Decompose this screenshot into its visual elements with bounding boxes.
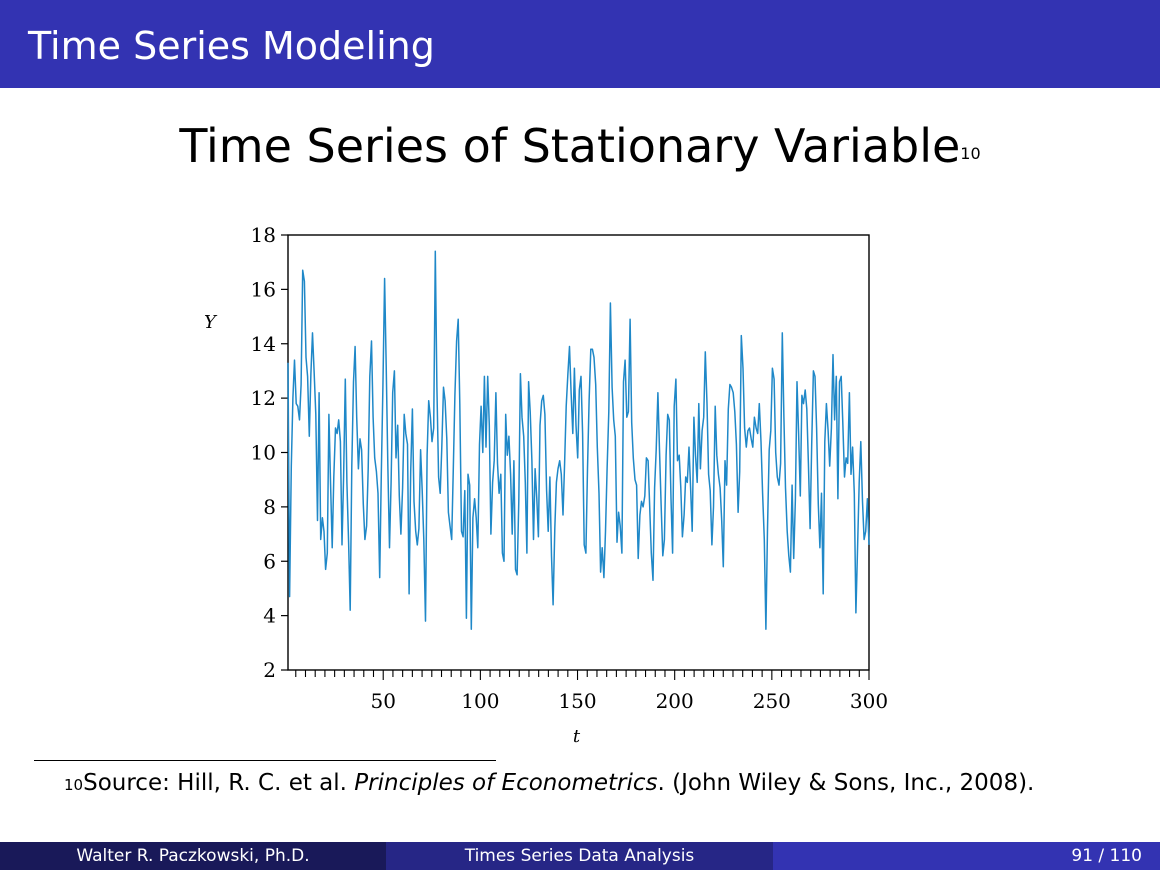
footnote-book-title: Principles of Econometrics	[354, 770, 658, 796]
series-line-0	[287, 250, 870, 630]
x-tick-label: 200	[656, 689, 694, 713]
x-tick-label: 250	[753, 689, 791, 713]
x-tick-label: 300	[850, 689, 888, 713]
footer-bar: Walter R. Paczkowski, Ph.D. Times Series…	[0, 842, 1160, 870]
y-tick-label: 4	[263, 604, 276, 628]
footnote-mark: 10	[64, 776, 84, 794]
footer-title: Times Series Data Analysis	[386, 842, 773, 870]
y-tick-label: 18	[251, 223, 276, 247]
y-tick-label: 14	[251, 332, 276, 356]
y-tick-label: 10	[251, 441, 276, 465]
footnote-suffix: . (John Wiley & Sons, Inc., 2008).	[657, 770, 1035, 796]
frame-title-bar: Time Series Modeling	[0, 0, 1160, 88]
y-tick-label: 8	[263, 495, 276, 519]
y-tick-label: 2	[263, 658, 276, 682]
slide-title-text: Time Series of Stationary Variable	[179, 119, 961, 173]
y-tick-label: 16	[251, 277, 276, 301]
y-axis-label: Y	[204, 312, 218, 333]
x-tick-label: 50	[370, 689, 395, 713]
footer-author: Walter R. Paczkowski, Ph.D.	[0, 842, 386, 870]
x-tick-label: 150	[558, 689, 596, 713]
footnote: 10Source: Hill, R. C. et al. Principles …	[34, 766, 1134, 800]
section-title: Time Series Modeling	[28, 24, 435, 68]
footer-page-number: 91 / 110	[773, 842, 1160, 870]
x-tick-label: 100	[461, 689, 499, 713]
time-series-chart: 2 4 6 8 10 12 14 16 18 50 100 150 200 250 300 Yt	[204, 223, 888, 747]
footnote-rule	[34, 760, 496, 761]
footnote-prefix: Source: Hill, R. C. et al.	[83, 770, 347, 796]
x-axis-label: t	[573, 726, 581, 747]
page-number-text: 91 / 110	[1071, 846, 1142, 866]
footnote-ref: 10	[960, 144, 981, 163]
y-tick-label: 6	[263, 549, 276, 573]
y-tick-label: 12	[251, 386, 276, 410]
slide-title: Time Series of Stationary Variable10	[0, 116, 1160, 176]
